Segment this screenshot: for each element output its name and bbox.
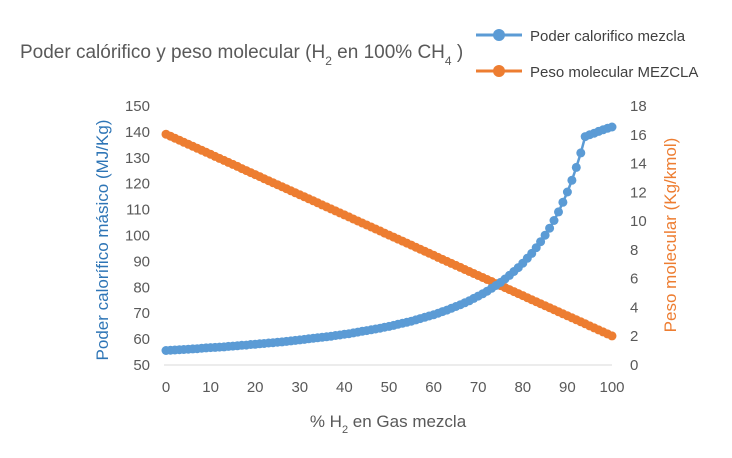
legend-label-peso-molecular: Peso molecular MEZCLA [530,64,698,81]
legend-marker-peso-molecular [493,65,505,77]
x-tick-label: 90 [559,379,576,396]
x-tick-label: 60 [425,379,442,396]
y-left-tick-label: 90 [133,253,150,270]
y-left-tick-label: 120 [125,176,150,193]
legend-item-poder-calorifico[interactable]: Poder calorifico mezcla [476,28,686,45]
series-poder-calorifico [161,122,617,355]
x-tick-label: 20 [247,379,264,396]
x-tick-label: 40 [336,379,353,396]
x-tick-label: 80 [514,379,531,396]
x-axis-title: % H2 en Gas mezcla [310,412,467,436]
y-right-tick-label: 0 [630,357,638,374]
legend-label-poder-calorifico: Poder calorifico mezcla [530,28,686,45]
legend: Poder calorifico mezcla Peso molecular M… [476,28,698,81]
x-axis-ticks: 0 10 20 30 40 50 60 70 80 90 100 [162,379,625,396]
data-point [576,148,586,158]
y-right-tick-label: 16 [630,127,647,144]
x-tick-label: 30 [291,379,308,396]
series-peso-molecular [161,129,617,341]
y-right-tick-label: 14 [630,156,647,173]
y-right-tick-label: 2 [630,328,638,345]
data-point [567,175,577,185]
x-tick-label: 70 [470,379,487,396]
legend-marker-poder-calorifico [493,29,505,41]
y-left-tick-label: 80 [133,279,150,296]
data-point [558,197,568,207]
data-point [545,223,555,233]
y-axis-right-title: Peso molecular (Kg/kmol) [661,138,680,333]
data-point [540,230,550,240]
y-left-tick-label: 150 [125,98,150,115]
data-point [536,237,546,247]
y-right-tick-label: 10 [630,213,647,230]
legend-item-peso-molecular[interactable]: Peso molecular MEZCLA [476,64,698,81]
x-tick-label: 50 [381,379,398,396]
y-right-tick-label: 4 [630,299,638,316]
y-left-tick-label: 100 [125,228,150,245]
y-left-tick-label: 60 [133,331,150,348]
data-point [607,122,617,132]
y-axis-right-ticks: 0 2 4 6 8 10 12 14 16 18 [630,98,647,374]
y-right-tick-label: 12 [630,184,647,201]
y-axis-left-ticks: 50 60 70 80 90 100 110 120 130 140 150 [125,98,150,374]
x-tick-label: 100 [599,379,624,396]
y-left-tick-label: 110 [126,202,150,219]
y-left-tick-label: 140 [125,124,150,141]
chart-title: Poder calórifico y peso molecular (H2 en… [20,42,463,68]
y-left-tick-label: 70 [133,305,150,322]
x-tick-label: 0 [162,379,170,396]
y-left-tick-label: 130 [125,150,150,167]
y-right-tick-label: 6 [630,271,638,288]
y-right-tick-label: 18 [630,98,647,115]
data-point [562,187,572,197]
y-left-tick-label: 50 [133,357,150,374]
data-point [607,331,617,341]
y-axis-left-title: Poder calorífico másico (MJ/Kg) [93,120,112,361]
data-point [554,207,563,217]
y-right-tick-label: 8 [630,242,638,259]
data-point [549,216,559,225]
data-point [571,162,581,172]
x-tick-label: 10 [202,379,219,396]
